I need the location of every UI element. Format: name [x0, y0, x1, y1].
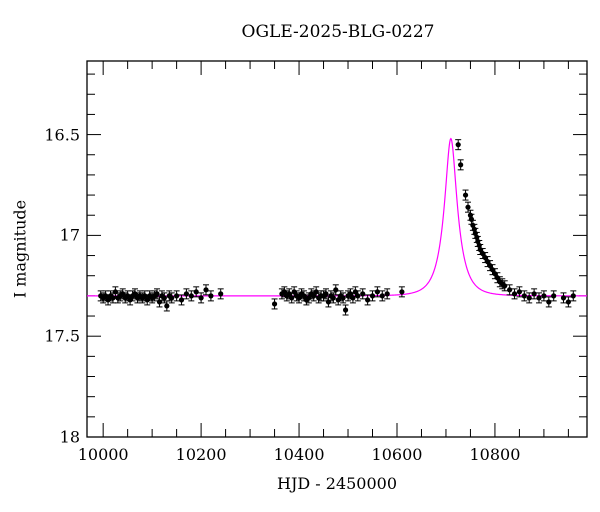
- x-axis-label: HJD - 2450000: [276, 474, 398, 493]
- plot-frame: [86, 60, 588, 438]
- y-tick-label: 18: [59, 427, 80, 447]
- data-point: [560, 292, 567, 304]
- data-point: [521, 290, 528, 302]
- x-tick-label: 10200: [175, 445, 227, 464]
- x-tick-label: 10800: [469, 445, 521, 464]
- data-point: [462, 189, 469, 201]
- data-point: [340, 292, 347, 304]
- data-point: [457, 159, 464, 171]
- model-curve: [87, 137, 587, 297]
- data-point: [369, 290, 376, 302]
- y-tick-label: 17.5: [44, 326, 80, 346]
- data-point: [545, 296, 552, 308]
- data-point: [511, 288, 518, 300]
- y-tick-label: 17: [59, 225, 80, 245]
- data-point: [516, 286, 523, 298]
- y-tick-label: 16.5: [44, 125, 80, 145]
- data-point: [342, 304, 349, 316]
- data-point: [183, 288, 190, 300]
- data-point: [506, 284, 513, 296]
- data-point: [531, 288, 538, 300]
- data-point: [354, 290, 361, 302]
- x-tick-label: 10000: [77, 445, 129, 464]
- data-point: [565, 296, 572, 308]
- data-point: [501, 280, 508, 292]
- data-point: [198, 292, 205, 304]
- data-point: [364, 294, 371, 306]
- data-point: [173, 290, 180, 302]
- data-point: [203, 284, 210, 296]
- data-point: [398, 286, 405, 298]
- data-point: [330, 292, 337, 304]
- data-point: [168, 292, 175, 304]
- chart-title: OGLE-2025-BLG-0227: [241, 22, 435, 42]
- data-point: [217, 288, 224, 300]
- x-tick-label: 10400: [273, 445, 325, 464]
- data-point: [570, 290, 577, 302]
- data-point: [384, 288, 391, 300]
- data-point: [359, 288, 366, 300]
- data-point: [536, 292, 543, 304]
- x-tick-label: 10600: [371, 445, 423, 464]
- data-point: [379, 290, 386, 302]
- data-point: [374, 286, 381, 298]
- data-point: [193, 286, 200, 298]
- data-point: [271, 298, 278, 310]
- data-point: [550, 290, 557, 302]
- data-point: [526, 292, 533, 304]
- data-point: [207, 290, 214, 302]
- data-point: [455, 139, 462, 151]
- data-point: [540, 290, 547, 302]
- data-points: [97, 139, 577, 316]
- data-point: [188, 290, 195, 302]
- data-point: [178, 294, 185, 306]
